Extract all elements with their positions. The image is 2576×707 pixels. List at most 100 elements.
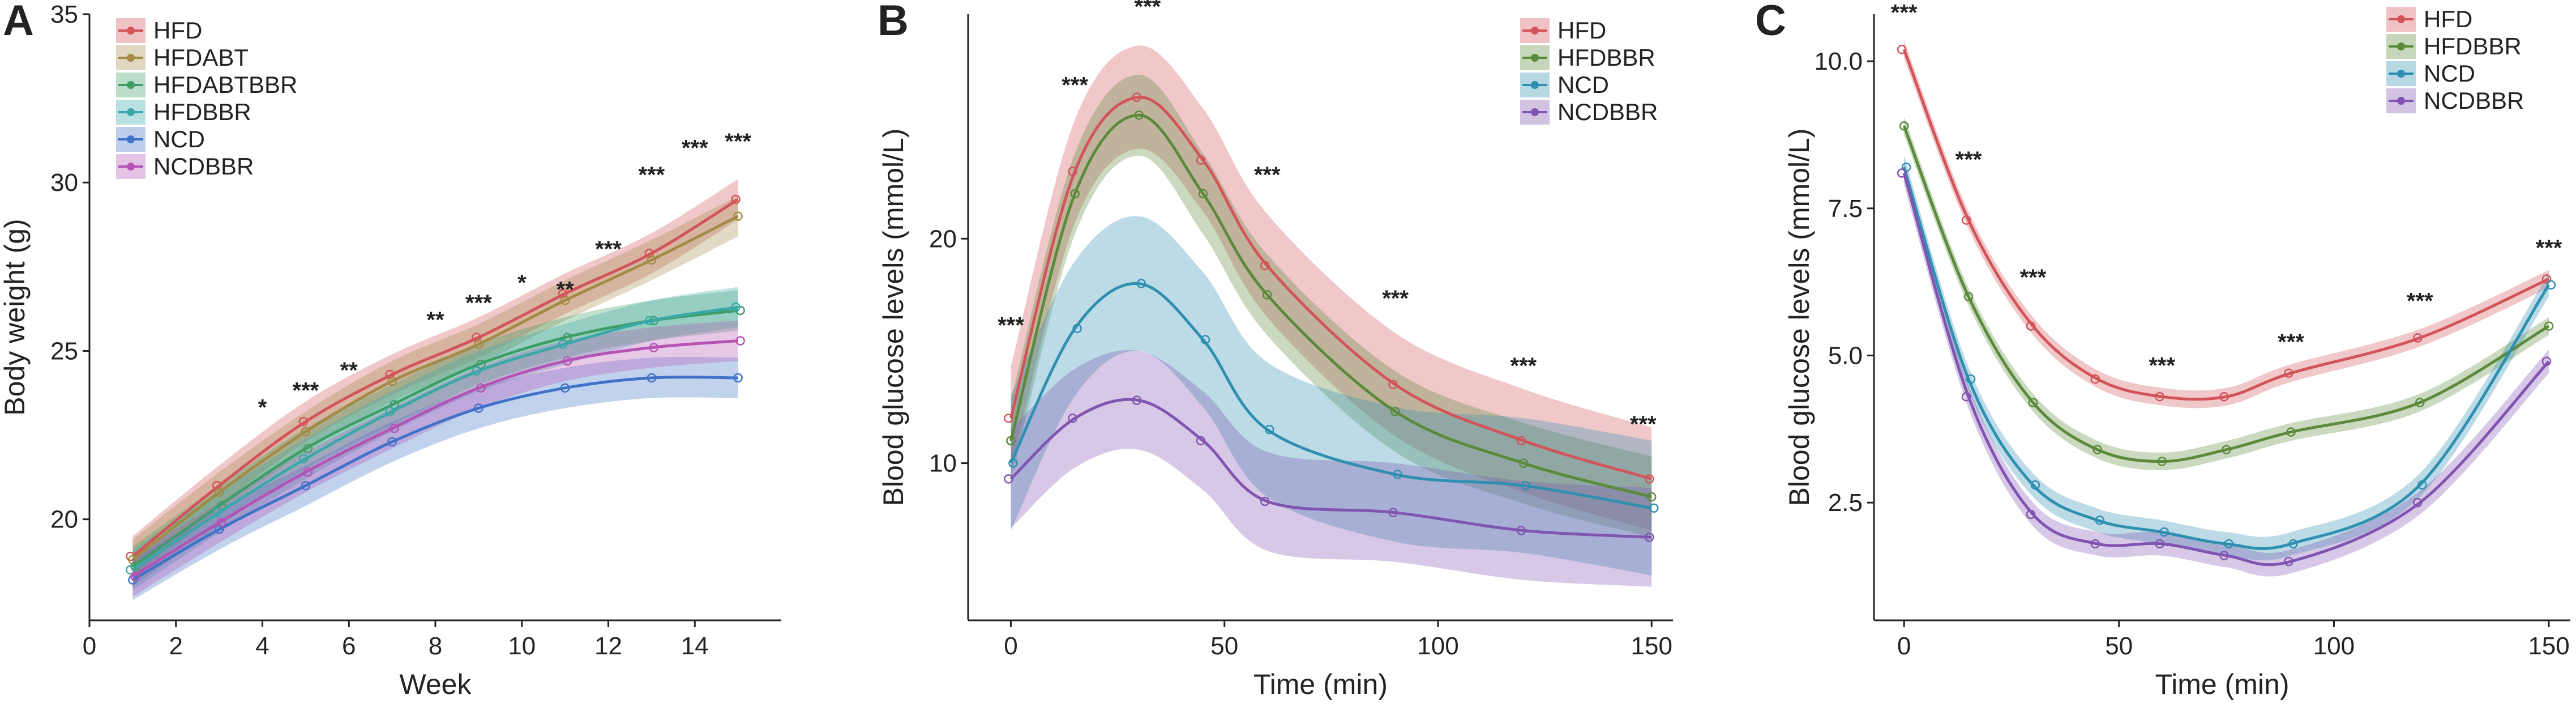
significance-marker: *** <box>465 291 492 316</box>
data-point <box>562 356 572 366</box>
data-point <box>1200 335 1210 344</box>
legend-item-ncd[interactable]: NCD <box>2386 60 2475 87</box>
significance-marker: *** <box>682 136 708 161</box>
y-tick-label: 10 <box>929 450 957 478</box>
data-point <box>2222 445 2231 454</box>
panel-a: A ************ *********** *** 0 2 4 6 8 10 12 14… <box>0 0 781 700</box>
x-tick-label: 50 <box>2105 632 2133 660</box>
confidence-band-ncdbbr <box>1904 161 2549 577</box>
x-tick-label: 100 <box>2313 632 2355 660</box>
data-point <box>2157 457 2167 466</box>
significance-marker: *** <box>293 378 319 403</box>
data-point <box>2284 368 2293 378</box>
data-point <box>560 383 570 393</box>
y-axis-title: Blood glucose levels (mmol/L) <box>1783 129 1815 506</box>
legend-item-hfdbbr[interactable]: HFDBBR <box>2386 33 2522 59</box>
data-point <box>2413 333 2423 343</box>
x-tick-label: 0 <box>1897 632 1911 660</box>
legend-label: HFDABTBBR <box>153 71 297 98</box>
data-point <box>474 339 483 349</box>
y-tick-label: 25 <box>50 337 78 365</box>
legend-swatch-dot <box>127 27 135 35</box>
series-line-hfdbbr <box>132 305 738 571</box>
legend-item-ncd[interactable]: NCD <box>1520 71 1609 98</box>
data-point <box>298 454 309 463</box>
data-point <box>2026 509 2036 519</box>
data-point <box>1068 167 1077 176</box>
y-tick-label: 35 <box>50 1 78 28</box>
data-point <box>731 302 741 312</box>
legend-item-ncdbbr[interactable]: NCDBBR <box>116 153 254 180</box>
significance-marker: *** <box>1382 286 1409 311</box>
legend-item-ncdbbr[interactable]: NCDBBR <box>1520 99 1658 125</box>
legend-swatch-dot <box>2397 42 2405 50</box>
legend-item-hfd[interactable]: HFD <box>1520 17 1606 44</box>
series-line-ncdbbr <box>1009 398 1652 539</box>
data-point <box>387 376 397 386</box>
series-line-hfdbbr <box>1009 113 1652 499</box>
data-point <box>387 437 397 447</box>
legend-swatch-dot <box>1531 54 1539 62</box>
data-point <box>1198 189 1208 199</box>
y-tick-label: 2.5 <box>1828 489 1863 517</box>
y-axis-title: Body weight (g) <box>0 219 31 415</box>
significance-marker: *** <box>1135 0 1161 19</box>
legend-swatch-dot <box>2397 70 2405 78</box>
significance-marker: ** <box>340 358 358 383</box>
data-point <box>2090 374 2100 384</box>
data-point <box>1070 189 1080 199</box>
x-tick-label: 14 <box>681 632 709 660</box>
legend-item-hfdbbr[interactable]: HFDBBR <box>116 99 251 125</box>
confidence-band-ncd <box>132 357 738 600</box>
x-tick-label: 6 <box>342 632 356 660</box>
data-point <box>1196 155 1206 165</box>
data-point <box>1004 414 1013 423</box>
legend-item-hfdabtbbr[interactable]: HFDABTBBR <box>116 71 297 98</box>
significance-marker: *** <box>998 313 1024 338</box>
significance-marker: *** <box>1955 147 1982 172</box>
data-point <box>1388 508 1398 518</box>
data-point <box>2224 539 2233 549</box>
legend-label: HFDBBR <box>2424 33 2522 59</box>
series-line-hfd <box>131 198 739 558</box>
x-tick-label: 100 <box>1417 632 1458 660</box>
data-point <box>1390 407 1400 416</box>
data-point <box>472 366 481 376</box>
panel-letter-a: A <box>3 0 34 45</box>
data-point <box>212 508 222 518</box>
legend-swatch-dot <box>127 163 135 171</box>
significance-marker: *** <box>2407 288 2433 313</box>
legend-swatch-dot <box>1531 108 1539 116</box>
legend-item-ncd[interactable]: NCD <box>116 126 205 152</box>
significance-marker: * <box>517 270 527 295</box>
data-point <box>2415 398 2425 407</box>
significance-marker: *** <box>595 237 622 262</box>
legend-swatch-dot <box>2397 97 2405 105</box>
x-axis-title: Time (min) <box>2155 668 2289 700</box>
legend-item-hfdabt[interactable]: HFDABT <box>116 44 249 71</box>
data-point <box>1961 391 1971 402</box>
significance-marker: *** <box>1254 163 1281 188</box>
data-point <box>2546 280 2556 290</box>
data-point <box>647 255 657 265</box>
confidence-band-hfd <box>1011 45 1652 531</box>
data-point <box>2093 445 2103 454</box>
data-point <box>2219 551 2229 560</box>
x-tick-label: 150 <box>1631 632 1672 660</box>
data-point <box>560 296 570 305</box>
legend-item-hfdbbr[interactable]: HFDBBR <box>1520 44 1655 71</box>
x-tick-label: 10 <box>508 632 536 660</box>
x-tick-label: 2 <box>169 632 183 660</box>
data-point <box>733 373 743 383</box>
legend-item-hfd[interactable]: HFD <box>2386 6 2472 32</box>
legend-item-hfd[interactable]: HFD <box>116 17 202 44</box>
panel-c: C *** *** *** *** *** *** *** 0 50 100 150 2.5 5.0 7… <box>1755 0 2570 700</box>
data-point <box>1516 436 1526 446</box>
data-point <box>1901 162 1911 172</box>
data-point <box>1897 168 1907 178</box>
data-point <box>1645 474 1654 484</box>
data-point <box>1260 261 1270 271</box>
data-point <box>1136 279 1146 288</box>
data-point <box>2286 427 2296 437</box>
legend-item-ncdbbr[interactable]: NCDBBR <box>2386 87 2524 114</box>
